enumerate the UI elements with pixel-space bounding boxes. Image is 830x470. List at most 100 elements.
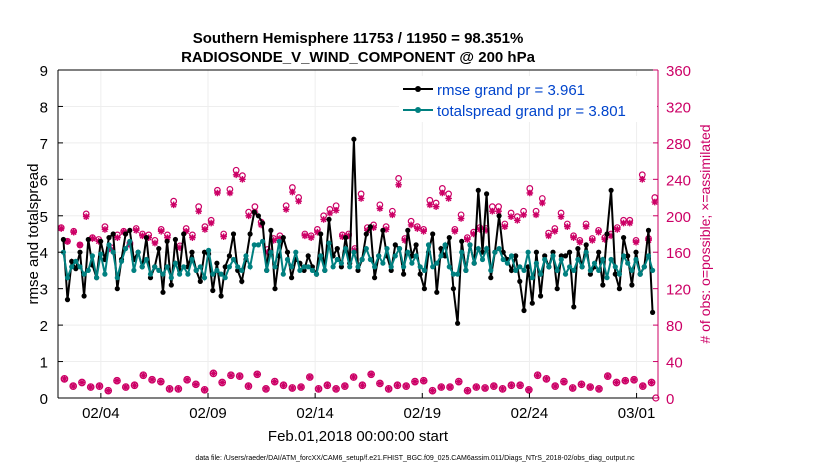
x-tick-label: 02/14 — [296, 405, 334, 422]
y-tick-label-left: 1 — [40, 355, 48, 372]
series-layer — [57, 136, 660, 402]
rmse-point — [239, 278, 245, 284]
totalspread-point — [123, 246, 129, 252]
y-tick-label-left: 4 — [40, 245, 48, 262]
totalspread-point — [118, 258, 125, 264]
totalspread-point — [621, 253, 627, 259]
totalspread-point — [264, 267, 270, 273]
obs-assimilated-marker — [638, 176, 646, 183]
totalspread-point — [135, 249, 141, 255]
obs-assimilated-marker — [576, 238, 584, 246]
obs-assimilated-marker — [545, 232, 552, 240]
totalspread-point — [131, 267, 137, 273]
rmse-point — [172, 236, 178, 243]
totalspread-point — [446, 264, 452, 270]
y-tick-label-right: 120 — [666, 282, 691, 299]
totalspread-point — [479, 256, 486, 263]
totalspread-point — [85, 267, 91, 273]
obs-lower-star — [429, 387, 436, 394]
obs-lower-star — [534, 372, 541, 379]
totalspread-point — [467, 242, 473, 248]
obs-lower-star — [473, 383, 480, 391]
obs-assimilated-marker — [570, 234, 577, 241]
obs-assimilated-marker — [170, 201, 177, 209]
rmse-point — [326, 216, 332, 222]
totalspread-point — [297, 267, 303, 273]
totalspread-point — [293, 249, 299, 255]
y-tick-label-right: 80 — [666, 318, 683, 335]
totalspread-point — [160, 271, 166, 277]
totalspread-point — [127, 238, 133, 244]
obs-assimilated-marker — [489, 207, 496, 215]
obs-lower-star — [113, 377, 121, 384]
totalspread-point — [260, 238, 266, 244]
obs-assimilated-marker — [307, 234, 315, 241]
totalspread-point — [558, 256, 564, 263]
obs-lower-star — [183, 376, 191, 383]
totalspread-point — [363, 246, 369, 252]
rmse-point — [455, 320, 461, 326]
chart-titles: Southern Hemisphere 11753 / 11950 = 98.3… — [181, 30, 536, 66]
obs-assimilated-marker — [157, 227, 165, 235]
obs-lower-star — [157, 378, 165, 385]
totalspread-point — [276, 238, 282, 244]
totalspread-point — [587, 267, 594, 273]
totalspread-point — [500, 256, 506, 263]
obs-assimilated-marker — [82, 213, 90, 220]
totalspread-point — [343, 246, 349, 252]
rmse-point — [405, 227, 411, 233]
totalspread-point — [289, 264, 295, 270]
obs-assimilated-marker — [357, 195, 365, 202]
obs-lower-star — [350, 373, 357, 381]
rmse-point — [189, 249, 195, 255]
obs-assimilated-marker — [176, 244, 184, 251]
totalspread-point — [492, 249, 498, 255]
y-tick-label-left: 5 — [40, 209, 48, 226]
legend-marker-rmse — [415, 86, 421, 92]
rmse-point — [496, 213, 502, 219]
y-tick-label-left: 2 — [40, 318, 48, 335]
obs-lower-star — [61, 375, 68, 383]
obs-assimilated-marker — [651, 198, 659, 206]
totalspread-point — [583, 249, 589, 255]
totalspread-point — [172, 260, 178, 266]
obs-assimilated-marker — [382, 226, 390, 233]
obs-assimilated-marker — [457, 215, 465, 222]
y-tick-label-right: 280 — [666, 136, 691, 153]
rmse-point — [98, 238, 104, 244]
totalspread-point — [641, 264, 647, 270]
rmse-point — [64, 297, 71, 303]
obs-assimilated-marker — [301, 232, 309, 240]
rmse-point — [571, 304, 577, 310]
y-tick-label-left: 9 — [40, 63, 48, 80]
rmse-point — [363, 231, 369, 237]
totalspread-point — [538, 271, 544, 277]
totalspread-point — [206, 247, 212, 253]
x-tick-label: 02/04 — [82, 405, 120, 422]
rmse-point — [164, 238, 170, 244]
totalspread-point — [546, 264, 552, 270]
y-tick-label-left: 0 — [40, 391, 48, 408]
totalspread-point — [463, 267, 469, 273]
obs-lower-star — [245, 382, 252, 390]
totalspread-point — [177, 271, 183, 277]
totalspread-point — [604, 275, 610, 281]
totalspread-point — [650, 267, 656, 273]
obs-lower-star — [131, 382, 138, 389]
rmse-point — [230, 231, 237, 237]
totalspread-point — [89, 253, 95, 259]
obs-lower-star — [148, 376, 156, 383]
rmse-point — [284, 249, 291, 255]
totalspread-point — [73, 258, 79, 264]
obs-assimilated-marker — [276, 235, 284, 242]
obs-lower-star — [324, 382, 331, 389]
totalspread-point — [417, 264, 423, 270]
totalspread-point — [421, 267, 427, 273]
rmse-point — [380, 227, 386, 233]
rmse-point — [583, 242, 589, 248]
obs-possible-marker — [395, 175, 403, 182]
obs-lower-star — [306, 373, 314, 381]
x-tick-label: 03/01 — [618, 405, 656, 422]
rmse-point — [542, 253, 548, 259]
totalspread-point — [637, 271, 643, 277]
